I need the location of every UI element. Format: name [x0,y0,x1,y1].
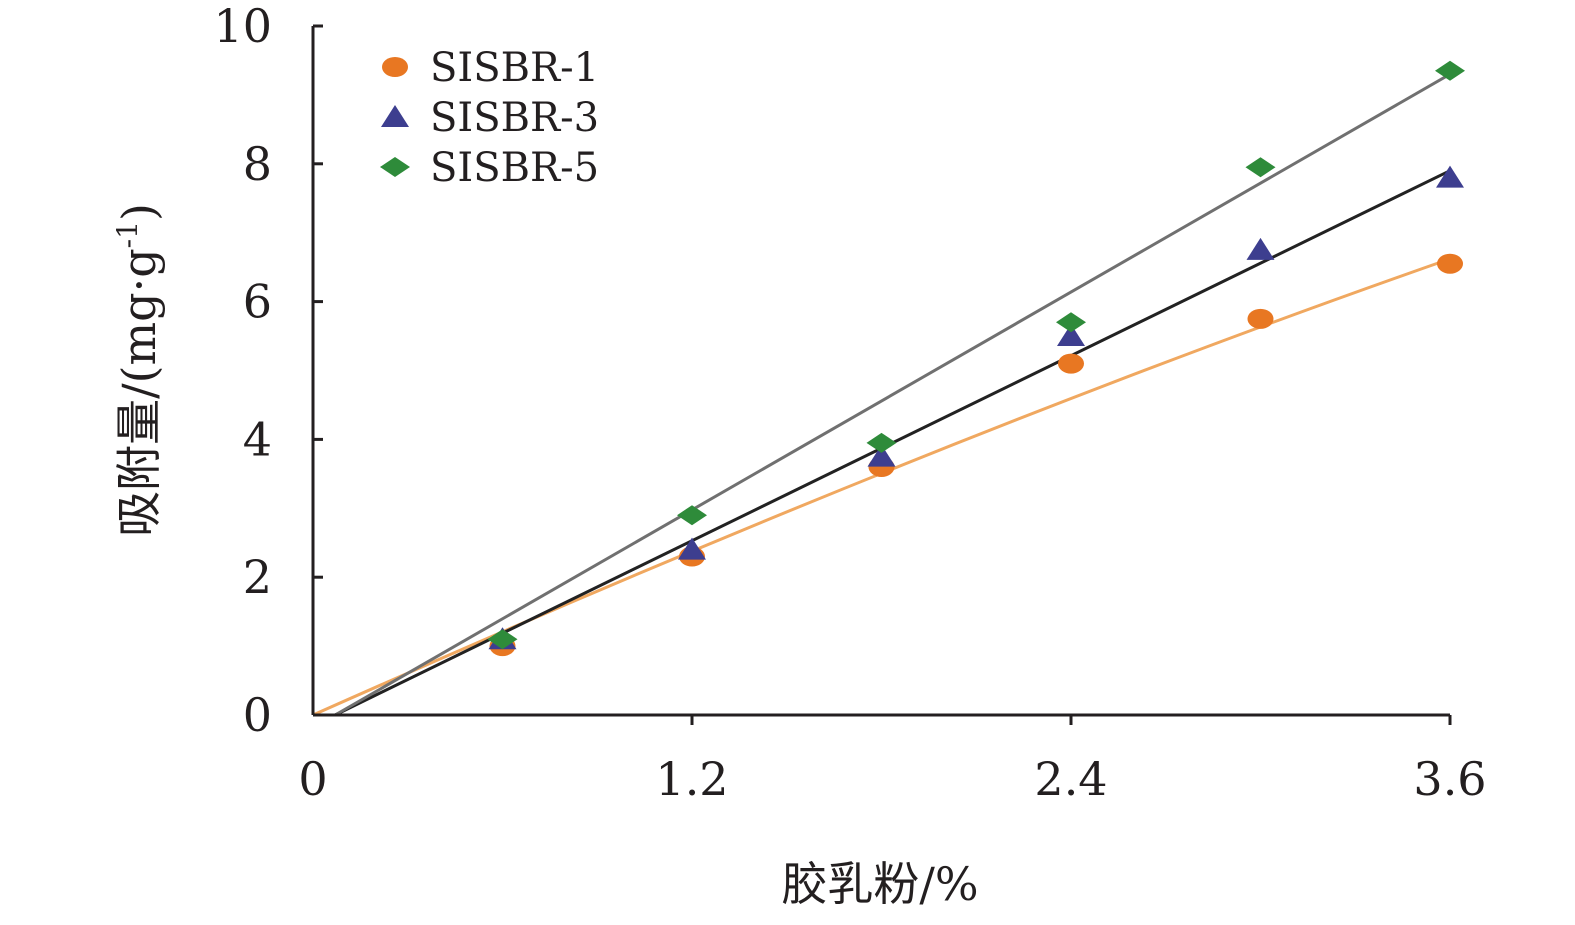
data-point-sisbr-5 [1056,312,1086,333]
data-point-sisbr-3 [678,537,706,560]
axis-ticks: 0 1.2 2.4 3.6 0 2 4 6 8 10 [213,0,1486,806]
x-tick-label: 2.4 [1034,752,1107,806]
data-point-sisbr-3 [1246,237,1275,260]
x-tick-label: 3.6 [1413,752,1486,806]
fit-line-sisbr-5 [334,72,1451,717]
y-tick-label: 8 [243,137,272,191]
data-point-sisbr-1 [1247,308,1274,329]
data-markers [487,60,1465,657]
data-point-sisbr-5 [866,432,897,453]
fit-line-sisbr-1 [312,257,1451,717]
x-tick-label: 1.2 [655,752,728,806]
data-point-sisbr-5 [1435,60,1465,81]
legend-label: SISBR-5 [430,145,599,191]
y-tick-label: 10 [213,0,272,53]
legend-label: SISBR-3 [430,95,599,141]
data-point-sisbr-3 [1436,165,1464,188]
y-tick-label: 0 [243,688,272,742]
x-axis-title: 胶乳粉/% [781,857,978,911]
legend-marker-sisbr-3 [381,105,409,127]
data-point-sisbr-5 [677,505,707,526]
data-point-sisbr-3 [1057,324,1085,347]
legend-marker-sisbr-5 [380,157,410,177]
y-axis-title-superscript: -1 [111,221,144,248]
legend-label: SISBR-1 [430,45,599,91]
y-tick-label: 2 [243,550,272,604]
data-point-sisbr-5 [1245,157,1276,178]
data-point-sisbr-3 [867,444,896,467]
data-point-sisbr-5 [487,629,518,650]
y-axis-title-main: 吸附量/(mg·g [112,248,166,537]
y-axis-title: 吸附量/(mg·g-1) [111,203,166,537]
data-point-sisbr-1 [1437,253,1463,274]
y-tick-label: 4 [243,412,272,466]
y-tick-label: 6 [243,275,272,329]
y-axis-title-close: ) [112,203,166,221]
x-tick-label: 0 [298,752,327,806]
legend-marker-sisbr-1 [382,57,408,77]
data-point-sisbr-1 [1058,353,1084,374]
